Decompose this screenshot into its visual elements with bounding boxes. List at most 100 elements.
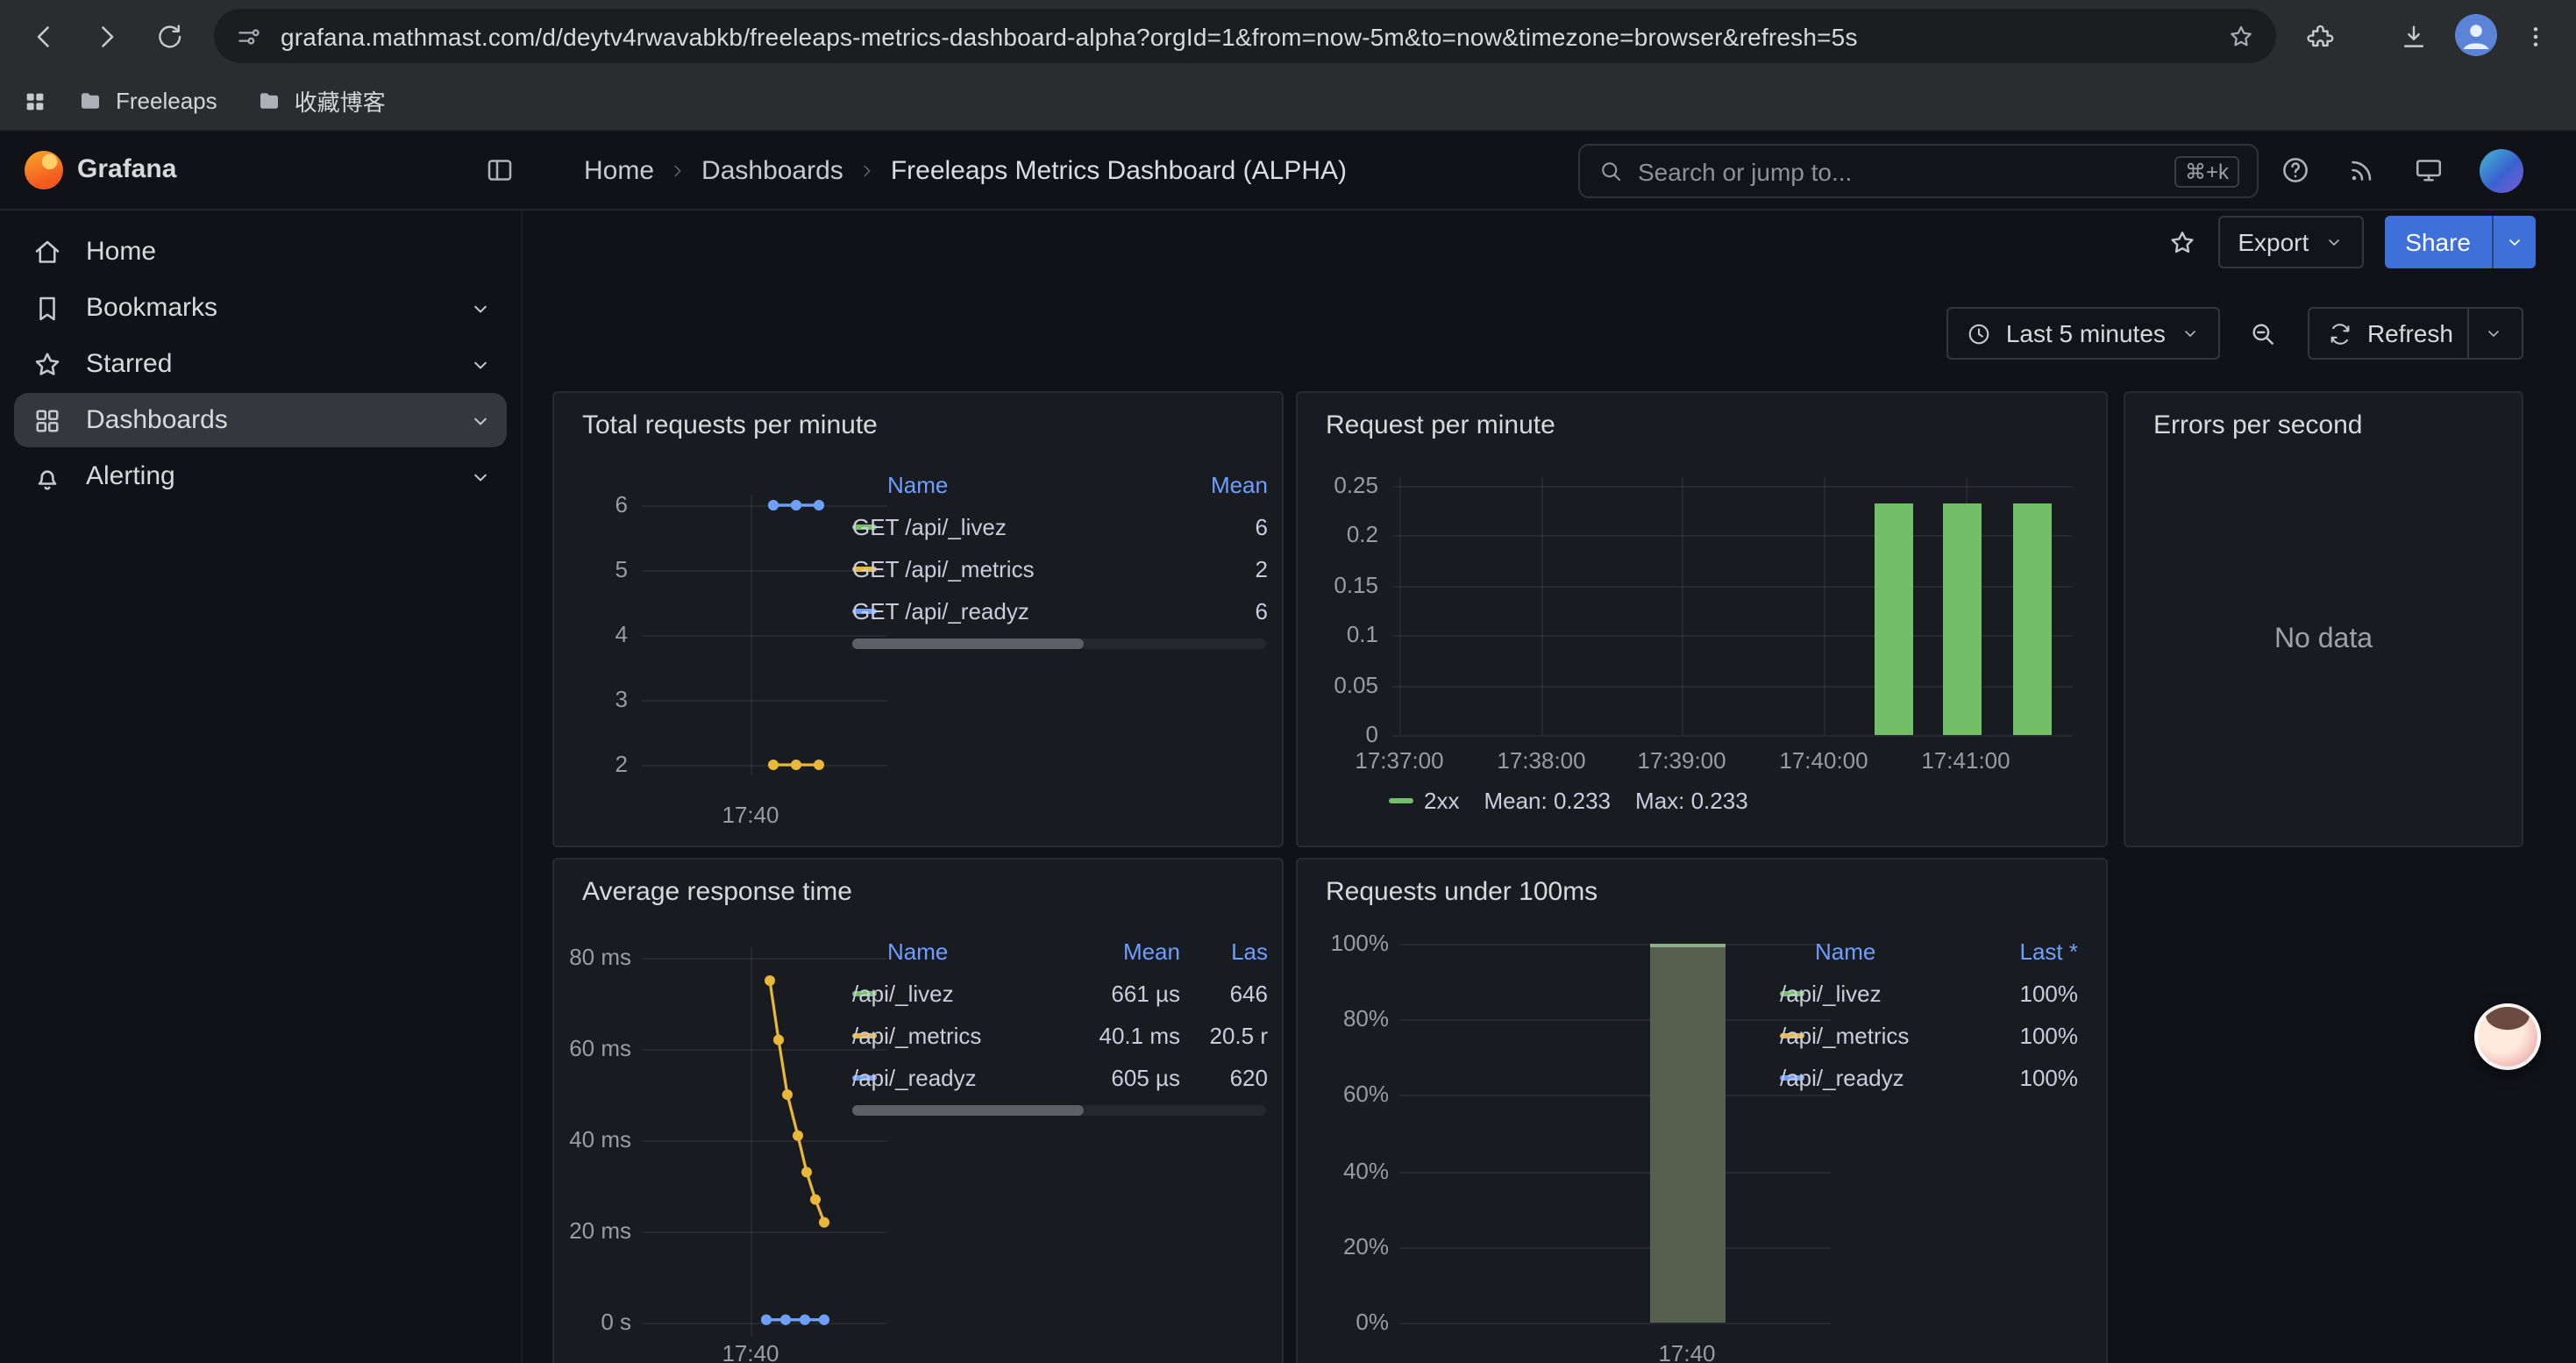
chevron-down-icon[interactable] bbox=[468, 408, 493, 432]
legend-row[interactable]: /api/_livez 100% bbox=[1780, 972, 2078, 1014]
share-label: Share bbox=[2405, 228, 2471, 256]
reload-button[interactable] bbox=[154, 21, 184, 51]
legend-header-value[interactable]: Las bbox=[1231, 938, 1268, 964]
news-rss-icon[interactable] bbox=[2346, 154, 2378, 186]
gridline bbox=[1392, 686, 2073, 688]
browser-menu-kebab[interactable] bbox=[2522, 22, 2550, 50]
legend-row[interactable]: /api/_readyz 605 µs 620 bbox=[852, 1056, 1268, 1098]
address-bar[interactable]: grafana.mathmast.com/d/deytv4rwavabkb/fr… bbox=[214, 9, 2276, 63]
chart-plot[interactable] bbox=[642, 488, 887, 782]
bookmark-folder-blogs[interactable]: 收藏博客 bbox=[246, 79, 396, 123]
legend-header-name[interactable]: Name bbox=[887, 471, 949, 497]
time-controls: Last 5 minutes Refresh bbox=[1946, 307, 2523, 360]
legend-row[interactable]: /api/_metrics 40.1 ms 20.5 r bbox=[852, 1014, 1268, 1056]
legend-row[interactable]: /api/_metrics 100% bbox=[1780, 1014, 2078, 1056]
url-text[interactable]: grafana.mathmast.com/d/deytv4rwavabkb/fr… bbox=[281, 22, 1858, 50]
sidebar-item-bookmarks[interactable]: Bookmarks bbox=[14, 281, 507, 335]
sidebar-item-dashboards[interactable]: Dashboards bbox=[14, 393, 507, 447]
grafana-logo[interactable] bbox=[25, 151, 63, 189]
legend-row[interactable]: GET /api/_metrics 2 bbox=[852, 547, 1268, 589]
bookmark-star-icon[interactable] bbox=[2227, 22, 2255, 50]
sidebar-item-alerting[interactable]: Alerting bbox=[14, 449, 507, 503]
refresh-label: Refresh bbox=[2366, 319, 2453, 347]
breadcrumb-current: Freeleaps Metrics Dashboard (ALPHA) bbox=[890, 155, 1348, 185]
legend-row[interactable]: /api/_readyz 100% bbox=[1780, 1056, 2078, 1098]
sidebar-toggle-icon[interactable] bbox=[484, 154, 516, 186]
extensions-button[interactable] bbox=[2304, 21, 2334, 51]
gridline bbox=[642, 1049, 887, 1051]
legend-header-value[interactable]: Mean bbox=[1122, 938, 1180, 964]
help-icon[interactable] bbox=[2280, 154, 2311, 186]
favorite-star-icon[interactable] bbox=[2167, 227, 2197, 257]
chevron-down-icon[interactable] bbox=[468, 296, 493, 320]
apps-grid-icon[interactable] bbox=[21, 87, 49, 115]
chevron-down-icon[interactable] bbox=[2483, 323, 2504, 344]
legend-series-name: GET /api/_metrics bbox=[852, 555, 1191, 582]
home-icon bbox=[32, 236, 63, 268]
forward-button[interactable] bbox=[91, 20, 123, 52]
zoom-out-button[interactable] bbox=[2241, 307, 2287, 360]
export-button[interactable]: Export bbox=[2218, 216, 2364, 268]
gridline bbox=[1399, 1019, 1831, 1021]
share-button[interactable]: Share bbox=[2384, 216, 2492, 268]
gridline bbox=[642, 505, 887, 507]
chevron-down-icon[interactable] bbox=[468, 352, 493, 376]
share-menu-button[interactable] bbox=[2492, 216, 2536, 268]
bar[interactable] bbox=[1943, 503, 1982, 735]
browser-profile-avatar[interactable] bbox=[2455, 14, 2497, 56]
download-button[interactable] bbox=[2399, 21, 2429, 51]
legend-series-name: /api/_livez bbox=[1780, 980, 1997, 1006]
gridline bbox=[642, 958, 887, 960]
back-button[interactable] bbox=[28, 20, 60, 52]
bar[interactable] bbox=[1650, 944, 1726, 1323]
legend-row-inline[interactable]: 2xx Mean: 0.233 Max: 0.233 bbox=[1389, 788, 1748, 814]
panel-title[interactable]: Requests under 100ms bbox=[1326, 877, 1598, 907]
assistant-avatar[interactable] bbox=[2474, 1003, 2541, 1070]
legend-header-value[interactable]: Mean bbox=[1210, 471, 1268, 497]
legend-row[interactable]: GET /api/_readyz 6 bbox=[852, 589, 1268, 632]
gridline bbox=[642, 765, 887, 767]
legend-row[interactable]: GET /api/_livez 6 bbox=[852, 505, 1268, 547]
scrollbar-thumb[interactable] bbox=[852, 639, 1084, 649]
y-tick-label: 0.1 bbox=[1346, 621, 1378, 647]
site-info-icon[interactable] bbox=[235, 22, 263, 50]
share-button-group: Share bbox=[2384, 216, 2536, 268]
monitor-icon[interactable] bbox=[2413, 154, 2444, 186]
legend-header-row: Name Mean bbox=[852, 463, 1268, 505]
chart-plot[interactable] bbox=[642, 947, 887, 1337]
gridline bbox=[1399, 1247, 1831, 1249]
user-avatar[interactable] bbox=[2480, 148, 2523, 192]
bar[interactable] bbox=[1875, 503, 1913, 735]
legend-header-name[interactable]: Name bbox=[1815, 938, 1876, 964]
bookmark-folder-freeleaps[interactable]: Freeleaps bbox=[67, 82, 228, 119]
search-input[interactable]: Search or jump to... ⌘+k bbox=[1578, 144, 2259, 198]
time-range-picker[interactable]: Last 5 minutes bbox=[1946, 307, 2220, 360]
chevron-down-icon[interactable] bbox=[468, 464, 493, 489]
breadcrumb-home[interactable]: Home bbox=[584, 155, 655, 185]
scrollbar-thumb[interactable] bbox=[852, 1105, 1084, 1116]
legend-row[interactable]: /api/_livez 661 µs 646 bbox=[852, 972, 1268, 1014]
header-icons bbox=[2280, 132, 2523, 209]
legend-scrollbar[interactable] bbox=[852, 1105, 1266, 1116]
grafana-brand: Grafana bbox=[77, 154, 177, 184]
search-icon bbox=[1598, 158, 1624, 184]
legend-header-name[interactable]: Name bbox=[887, 938, 949, 964]
legend-header-value[interactable]: Last * bbox=[2019, 938, 2079, 964]
sidebar-item-starred[interactable]: Starred bbox=[14, 337, 507, 391]
series-color-dash bbox=[852, 990, 877, 995]
y-tick-label: 40 ms bbox=[569, 1126, 631, 1152]
panel-title[interactable]: Request per minute bbox=[1326, 410, 1555, 440]
x-tick-label: 17:40 bbox=[1658, 1340, 1716, 1363]
panel-title[interactable]: Errors per second bbox=[2153, 410, 2363, 440]
panel-title[interactable]: Average response time bbox=[582, 877, 852, 907]
bar[interactable] bbox=[2013, 503, 2052, 735]
legend-scrollbar[interactable] bbox=[852, 639, 1266, 649]
breadcrumb-dashboards[interactable]: Dashboards bbox=[701, 155, 843, 185]
panel-title[interactable]: Total requests per minute bbox=[582, 410, 878, 440]
y-tick-label: 0.15 bbox=[1334, 572, 1378, 598]
y-tick-label: 100% bbox=[1330, 930, 1390, 956]
panel-request-per-minute: Request per minute 0.25 0.2 0.15 0.1 0.05 0 17… bbox=[1296, 391, 2108, 847]
sidebar-item-home[interactable]: Home bbox=[14, 225, 507, 279]
x-tick-label: 17:37:00 bbox=[1355, 747, 1444, 774]
refresh-button[interactable]: Refresh bbox=[2307, 307, 2523, 360]
